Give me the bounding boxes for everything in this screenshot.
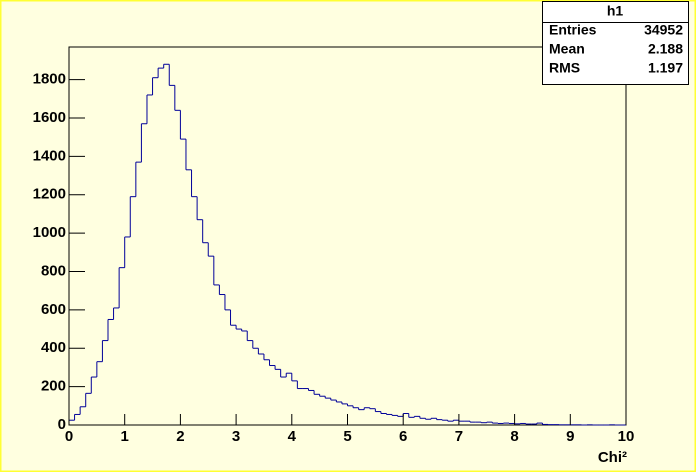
x-tick-label: 4	[288, 428, 297, 445]
x-tick-label: 5	[343, 428, 351, 445]
y-tick-label: 600	[41, 301, 66, 318]
x-tick-label: 9	[566, 428, 574, 445]
x-tick-label: 1	[121, 428, 129, 445]
stats-value: 1.197	[648, 60, 683, 76]
y-tick-label: 1400	[33, 147, 66, 164]
y-tick-label: 1600	[33, 109, 66, 126]
y-tick-label: 1800	[33, 71, 66, 88]
y-tick-label: 400	[41, 339, 66, 356]
y-tick-label: 800	[41, 262, 66, 279]
x-tick-label: 6	[399, 428, 407, 445]
stats-box	[542, 1, 689, 85]
x-tick-label: 3	[232, 428, 240, 445]
stats-value: 2.188	[648, 41, 683, 57]
y-tick-label: 1200	[33, 186, 66, 203]
x-tick-label: 10	[618, 428, 635, 445]
stats-label: Mean	[549, 41, 585, 57]
y-tick-label: 0	[58, 416, 66, 433]
y-tick-label: 200	[41, 378, 66, 395]
x-axis-label: Chi²	[598, 449, 627, 466]
x-tick-label: 2	[176, 428, 184, 445]
plot-frame	[68, 46, 627, 426]
stats-label: Entries	[549, 22, 597, 38]
x-tick-label: 8	[510, 428, 518, 445]
stats-label: RMS	[549, 60, 580, 76]
x-tick-label: 0	[65, 428, 73, 445]
y-tick-label: 1000	[33, 224, 66, 241]
stats-value: 34952	[644, 22, 683, 38]
x-tick-label: 7	[455, 428, 463, 445]
stats-title: h1	[607, 3, 624, 19]
